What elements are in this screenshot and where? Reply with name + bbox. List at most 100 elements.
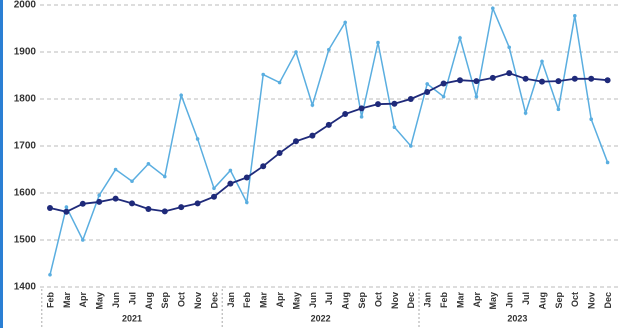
data-point [129, 200, 135, 207]
data-point [539, 78, 545, 85]
data-point [211, 193, 217, 200]
data-point [245, 200, 249, 205]
x-tick-label: Apr [275, 292, 285, 308]
data-point [276, 150, 283, 157]
y-tick-label: 1600 [14, 188, 37, 199]
data-point [63, 208, 70, 215]
x-tick-label: Nov [193, 292, 203, 309]
data-point [458, 36, 462, 40]
data-point [457, 77, 463, 84]
y-tick-label: 1500 [14, 235, 37, 246]
data-point [440, 80, 447, 87]
data-point [507, 45, 512, 50]
series-line [49, 72, 608, 213]
data-point [260, 163, 267, 170]
x-tick-label: Sep [554, 292, 564, 309]
data-point [130, 179, 134, 184]
x-tick-label: Feb [45, 292, 55, 309]
data-point [48, 272, 52, 277]
data-point [342, 111, 349, 118]
x-tick-label: Sep [357, 292, 367, 309]
x-tick-label: Mar [455, 292, 465, 309]
data-point [112, 195, 119, 202]
data-point [343, 20, 348, 25]
x-tick-label: Jul [521, 292, 531, 305]
data-point [473, 78, 480, 85]
data-point [228, 168, 233, 173]
x-tick-label: Dec [209, 292, 219, 309]
data-point [424, 88, 431, 95]
data-point [474, 94, 479, 99]
x-tick-label: Sep [160, 292, 170, 309]
data-point [146, 162, 151, 166]
x-tick-label: Apr [78, 292, 88, 308]
data-point [294, 50, 298, 54]
x-tick-label: Aug [144, 292, 154, 310]
data-point [376, 40, 380, 45]
data-point [556, 107, 561, 112]
data-point [243, 174, 250, 181]
data-point [392, 125, 397, 129]
x-tick-label: Feb [439, 292, 449, 309]
data-point [522, 75, 529, 82]
y-tick-label: 1700 [14, 141, 37, 152]
data-point [81, 238, 85, 242]
x-tick-label: Jan [423, 292, 433, 308]
data-point [489, 74, 496, 81]
x-tick-label: Jun [308, 292, 318, 308]
x-tick-label: Oct [570, 292, 580, 307]
y-tick-label: 1800 [14, 94, 37, 105]
data-point [409, 144, 413, 148]
data-point [293, 138, 299, 145]
x-tick-label: Dec [603, 292, 613, 309]
data-point [179, 93, 183, 98]
x-tick-label: Apr [472, 292, 482, 308]
data-point [327, 47, 331, 52]
data-point [359, 115, 364, 119]
x-tick-label: Mar [259, 292, 269, 309]
x-tick-label: Jan [226, 292, 236, 308]
data-point [194, 200, 201, 207]
x-tick-label: Dec [406, 292, 416, 309]
data-point [589, 117, 593, 122]
data-point [540, 59, 544, 64]
data-point [212, 186, 216, 191]
data-point [195, 137, 200, 141]
y-tick-label: 1900 [14, 47, 37, 58]
x-tick-label: Nov [390, 292, 400, 309]
data-point [425, 82, 430, 86]
data-point [391, 100, 398, 107]
y-tick-label: 2000 [14, 0, 37, 11]
data-point [79, 200, 86, 207]
data-point [161, 208, 168, 215]
x-tick-label: Oct [373, 292, 383, 307]
x-tick-label: Jun [505, 292, 515, 308]
data-point [358, 105, 365, 112]
year-label: 2023 [507, 313, 527, 323]
data-point [310, 103, 315, 107]
x-tick-label: Jul [324, 292, 334, 305]
data-point [163, 174, 167, 179]
data-point [277, 80, 282, 85]
data-point [309, 132, 316, 139]
x-tick-label: Oct [177, 292, 187, 307]
x-tick-label: May [488, 292, 498, 310]
x-tick-label: May [95, 292, 105, 310]
data-point [96, 198, 103, 205]
x-tick-label: Aug [341, 292, 351, 310]
data-point [97, 193, 101, 198]
data-point [555, 78, 562, 85]
data-point [375, 101, 381, 108]
x-tick-label: Feb [242, 292, 252, 309]
data-point [573, 14, 577, 18]
y-tick-label: 1400 [14, 282, 37, 293]
data-point [261, 72, 266, 77]
x-tick-label: May [291, 292, 301, 310]
x-tick-label: Jul [127, 292, 137, 305]
x-tick-label: Nov [587, 292, 597, 309]
data-point [523, 111, 528, 115]
data-point [441, 94, 446, 99]
x-tick-label: Jun [111, 292, 121, 308]
data-point [325, 121, 332, 128]
